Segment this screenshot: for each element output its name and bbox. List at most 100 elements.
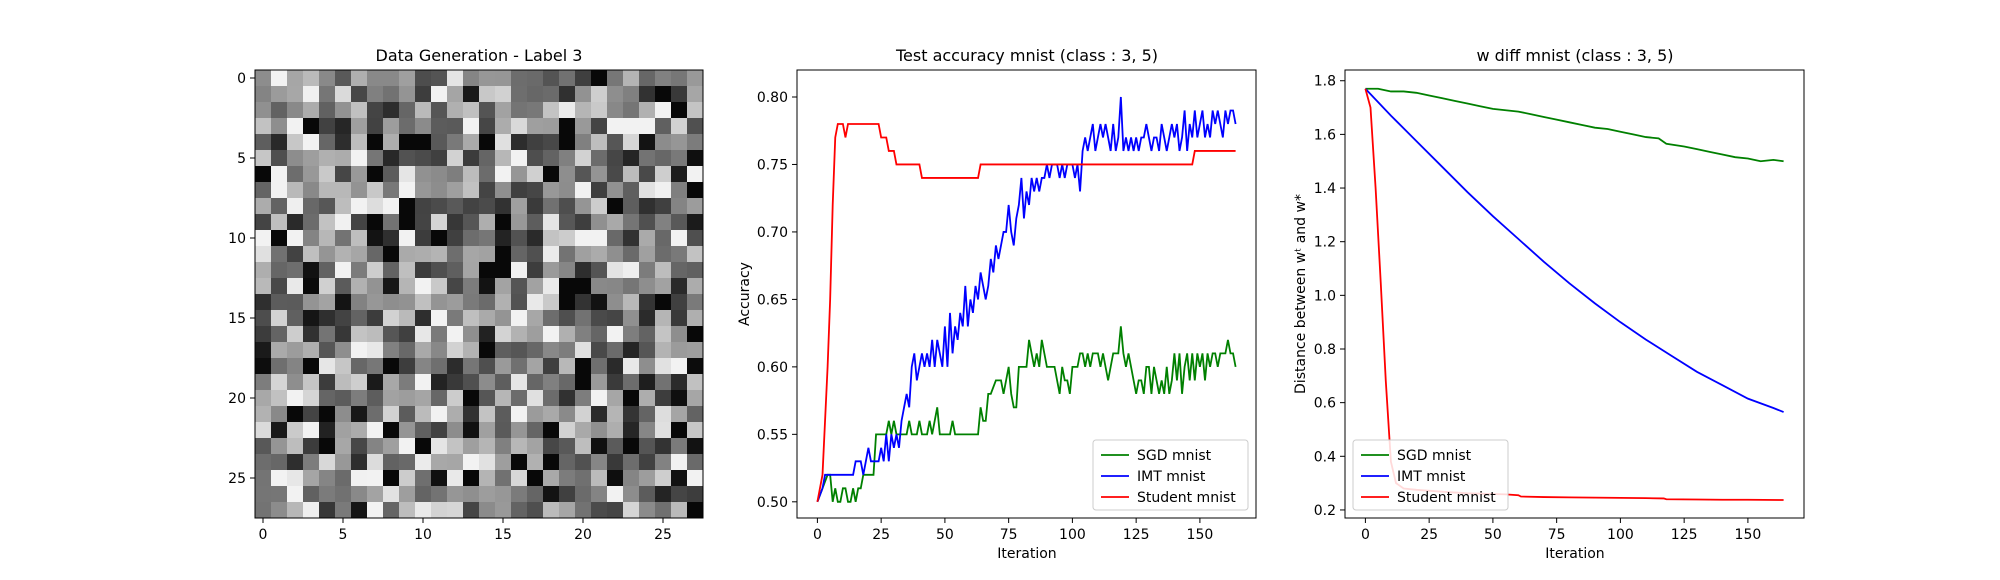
heatmap-cell	[367, 214, 384, 231]
heatmap-cell	[415, 390, 432, 407]
heatmap-cell	[335, 278, 352, 295]
heatmap-cell	[527, 230, 544, 247]
heatmap-cell	[591, 86, 608, 103]
heatmap-cell	[559, 278, 576, 295]
heatmap-cell	[303, 390, 320, 407]
accuracy-lines	[816, 96, 1237, 503]
heatmap-cell	[303, 406, 320, 423]
heatmap-cell	[511, 70, 528, 87]
heatmap-cell	[639, 198, 656, 215]
heatmap-cell	[655, 102, 672, 119]
p2-legend-label: Student mnist	[1137, 490, 1236, 506]
p3-xtick-label: 75	[1548, 527, 1566, 543]
heatmap-cell	[623, 454, 640, 471]
heatmap-cell	[255, 310, 272, 327]
heatmap-cell	[479, 310, 496, 327]
heatmap-cell	[527, 118, 544, 135]
heatmap-cell	[271, 150, 288, 167]
series-line-sgd-mnist	[1365, 87, 1784, 163]
heatmap-cell	[447, 326, 464, 343]
heatmap-cell	[271, 182, 288, 199]
heatmap-cell	[479, 438, 496, 455]
heatmap-cell	[335, 294, 352, 311]
heatmap-ytick-label: 0	[237, 71, 246, 87]
heatmap-cell	[559, 294, 576, 311]
heatmap-cell	[575, 358, 592, 375]
heatmap-cell	[687, 358, 704, 375]
heatmap-cell	[367, 390, 384, 407]
heatmap-cell	[367, 86, 384, 103]
heatmap-cell	[383, 502, 400, 519]
heatmap-cell	[559, 166, 576, 183]
heatmap-cell	[575, 278, 592, 295]
p3-ytick-label: 1.4	[1314, 181, 1336, 197]
heatmap-cell	[559, 422, 576, 439]
heatmap-cell	[479, 454, 496, 471]
heatmap-cell	[319, 150, 336, 167]
wdiff-legend: SGD mnist IMT mnist Student mnist	[1352, 439, 1509, 511]
heatmap-cell	[607, 454, 624, 471]
heatmap-cell	[639, 342, 656, 359]
heatmap-cell	[367, 438, 384, 455]
heatmap-ticks: 0 5 10 15 20 25 0 5 10 15 20 25	[228, 71, 672, 543]
heatmap-cell	[271, 406, 288, 423]
heatmap-cell	[431, 470, 448, 487]
accuracy-title: Test accuracy mnist (class : 3, 5)	[895, 46, 1158, 65]
heatmap-cell	[415, 70, 432, 87]
accuracy-frame	[796, 69, 1257, 519]
heatmap-cell	[655, 310, 672, 327]
heatmap-cell	[527, 390, 544, 407]
heatmap-cell	[447, 438, 464, 455]
accuracy-xlabel: Iteration	[997, 546, 1056, 562]
heatmap-cell	[671, 166, 688, 183]
heatmap-cell	[303, 438, 320, 455]
heatmap-cell	[511, 86, 528, 103]
heatmap-cell	[623, 198, 640, 215]
heatmap-cell	[447, 454, 464, 471]
heatmap-cell	[303, 294, 320, 311]
heatmap-cell	[543, 118, 560, 135]
heatmap-cell	[623, 118, 640, 135]
heatmap-cell	[319, 294, 336, 311]
heatmap-cell	[383, 214, 400, 231]
heatmap-cell	[591, 326, 608, 343]
heatmap-cell	[367, 326, 384, 343]
heatmap-cell	[399, 310, 416, 327]
heatmap-cell	[527, 470, 544, 487]
heatmap-cell	[447, 70, 464, 87]
heatmap-cell	[287, 246, 304, 263]
heatmap-cell	[351, 134, 368, 151]
heatmap-cell	[559, 86, 576, 103]
heatmap-cell	[639, 406, 656, 423]
p3-xtick-label: 50	[1484, 527, 1502, 543]
heatmap-cell	[319, 134, 336, 151]
heatmap-cell	[255, 294, 272, 311]
heatmap-cell	[399, 454, 416, 471]
heatmap-cell	[399, 502, 416, 519]
heatmap-cell	[639, 358, 656, 375]
heatmap-cell	[575, 294, 592, 311]
heatmap-cell	[255, 262, 272, 279]
heatmap-cell	[399, 230, 416, 247]
heatmap-cell	[479, 182, 496, 199]
heatmap-cell	[687, 502, 704, 519]
heatmap-cell	[527, 86, 544, 103]
heatmap-cell	[655, 326, 672, 343]
heatmap-cell	[463, 310, 480, 327]
heatmap-cell	[431, 390, 448, 407]
p2-ytick-label: 0.55	[757, 427, 788, 443]
heatmap-cell	[591, 246, 608, 263]
heatmap-cell	[287, 358, 304, 375]
heatmap-cell	[495, 422, 512, 439]
heatmap-cell	[607, 262, 624, 279]
heatmap-cell	[303, 374, 320, 391]
heatmap-cell	[527, 294, 544, 311]
heatmap-cell	[591, 390, 608, 407]
p2-legend-box	[1092, 439, 1249, 511]
heatmap-cell	[543, 134, 560, 151]
heatmap-cell	[607, 502, 624, 519]
heatmap-cell	[607, 326, 624, 343]
heatmap-cell	[495, 470, 512, 487]
heatmap-cell	[287, 502, 304, 519]
heatmap-cell	[559, 454, 576, 471]
